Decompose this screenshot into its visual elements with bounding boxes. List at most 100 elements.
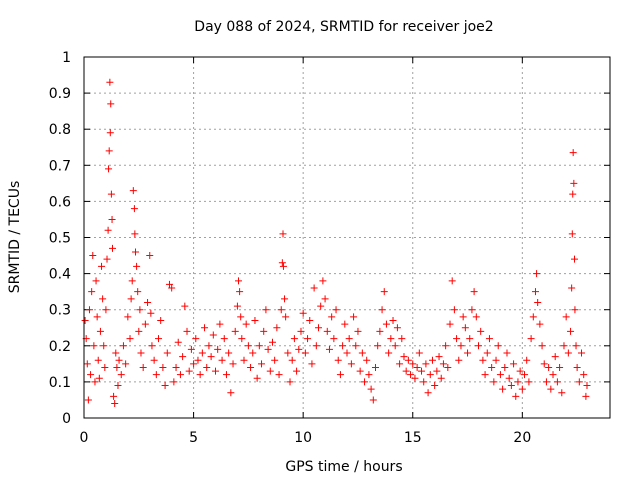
data-point (582, 392, 590, 400)
data-point (501, 363, 509, 371)
data-point (459, 313, 467, 321)
data-point (334, 356, 342, 364)
data-point (457, 342, 465, 350)
data-point (99, 295, 107, 303)
data-point (350, 313, 358, 321)
data-point (135, 327, 143, 335)
data-point (356, 367, 364, 375)
data-point (527, 335, 535, 343)
data-point (330, 335, 338, 343)
data-point (319, 277, 327, 285)
data-point (218, 356, 226, 364)
data-point (569, 149, 577, 157)
data-point (571, 306, 579, 314)
data-point (84, 396, 92, 404)
data-point (137, 349, 145, 357)
data-point (361, 378, 369, 386)
data-point (96, 327, 104, 335)
data-point (494, 342, 502, 350)
data-point (258, 360, 266, 368)
data-point (89, 252, 97, 260)
data-point (113, 363, 121, 371)
data-point (477, 327, 485, 335)
data-point (453, 335, 461, 343)
data-point (146, 252, 154, 260)
data-point (205, 342, 213, 350)
data-point (108, 215, 116, 223)
data-point (155, 335, 163, 343)
data-point (275, 371, 283, 379)
data-point (207, 353, 215, 361)
data-point (304, 335, 312, 343)
data-point (481, 371, 489, 379)
y-tick-label: 0.7 (49, 158, 71, 174)
data-point (284, 349, 292, 357)
data-point (521, 371, 529, 379)
data-point (110, 392, 118, 400)
data-point (293, 367, 301, 375)
data-point (183, 327, 191, 335)
data-point (108, 244, 116, 252)
data-point (426, 371, 434, 379)
data-point (119, 342, 127, 350)
data-point (499, 385, 507, 393)
data-point (580, 371, 588, 379)
data-point (107, 100, 115, 108)
data-point (567, 327, 575, 335)
data-point (92, 277, 100, 285)
data-point (507, 382, 515, 390)
data-point (556, 363, 564, 371)
data-point (127, 295, 135, 303)
plot-frame (83, 56, 611, 419)
data-point (194, 356, 202, 364)
data-point (306, 317, 314, 325)
data-point (128, 277, 136, 285)
data-point (503, 349, 511, 357)
data-point (231, 327, 239, 335)
data-point (147, 309, 155, 317)
data-point (400, 353, 408, 361)
data-point (369, 396, 377, 404)
data-point (479, 356, 487, 364)
data-point (282, 313, 290, 321)
data-point (575, 378, 583, 386)
grid (84, 57, 610, 418)
data-point (433, 367, 441, 375)
data-point (130, 205, 138, 213)
data-point (448, 277, 456, 285)
data-point (161, 382, 169, 390)
data-point (100, 342, 108, 350)
data-point (310, 284, 318, 292)
data-point (529, 313, 537, 321)
data-point (455, 356, 463, 364)
data-point (345, 335, 353, 343)
data-point (387, 335, 395, 343)
data-point (407, 371, 415, 379)
data-point (402, 367, 410, 375)
y-tick-label: 0.6 (49, 194, 71, 210)
data-point (88, 288, 96, 296)
data-point (122, 360, 130, 368)
data-point (569, 190, 577, 198)
data-point (422, 360, 430, 368)
data-point (94, 356, 102, 364)
data-point (81, 317, 89, 325)
x-tick-label: 0 (80, 430, 89, 446)
data-point (103, 255, 111, 263)
data-point (278, 259, 286, 267)
data-point (483, 349, 491, 357)
data-point (253, 374, 261, 382)
data-point (466, 335, 474, 343)
data-point (150, 356, 158, 364)
axis-ticks (83, 56, 610, 419)
data-point (572, 342, 580, 350)
data-point (277, 306, 285, 314)
data-point (212, 367, 219, 375)
data-point (286, 378, 294, 386)
data-point (542, 378, 550, 386)
x-tick-label: 20 (513, 430, 531, 446)
data-point (176, 371, 184, 379)
data-point (288, 356, 296, 364)
data-point (354, 327, 362, 335)
y-tick-label: 0.3 (49, 303, 71, 319)
